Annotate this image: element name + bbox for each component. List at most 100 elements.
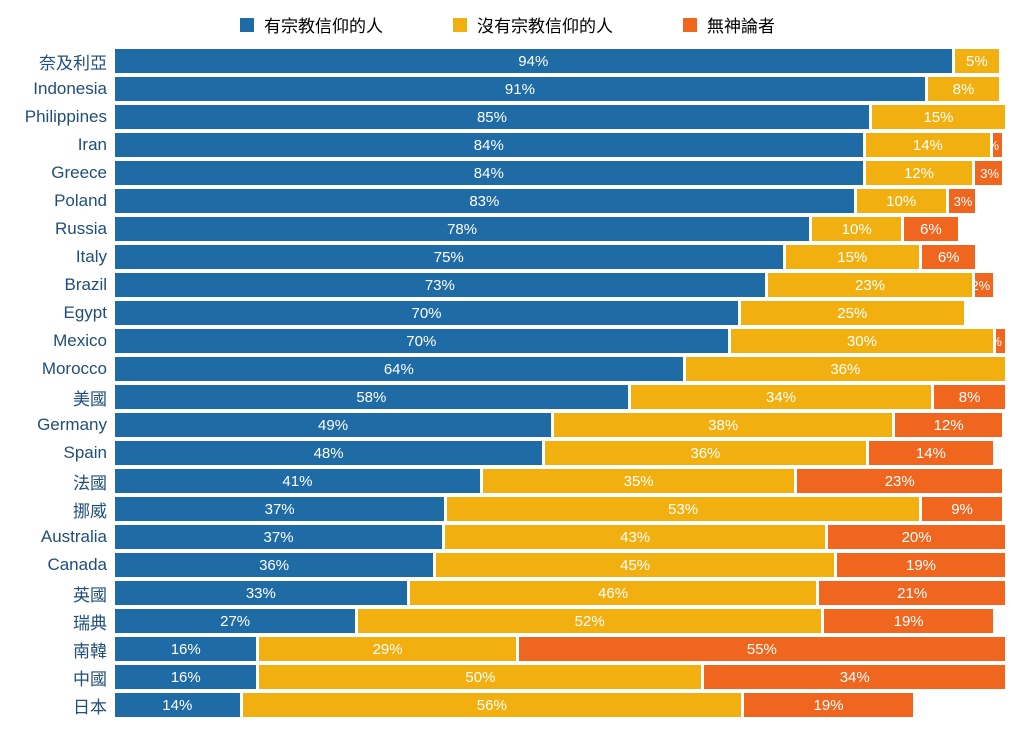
bar-segment-non_religious: 45%: [436, 553, 834, 577]
bar-value-label: 36%: [690, 445, 720, 462]
bar-segment-religious: 58%: [115, 385, 628, 409]
chart-row: Canada36%45%19%: [10, 551, 1005, 579]
bar-value-label: 19%: [894, 613, 924, 630]
row-label: Mexico: [10, 331, 115, 351]
bar-segment-religious: 41%: [115, 469, 480, 493]
bar-value-label: 70%: [406, 333, 436, 350]
bar-area: 27% 52% 19%: [115, 609, 1005, 633]
bar-segment-religious: 83%: [115, 189, 854, 213]
bar-value-label: 23%: [855, 277, 885, 294]
bar-segment-non_religious: 29%: [259, 637, 515, 661]
bar-value-label: 36%: [830, 361, 860, 378]
chart-row: 中國16%50%34%: [10, 663, 1005, 691]
bar-area: 33% 46% 21%: [115, 581, 1005, 605]
legend-swatch: [683, 18, 697, 32]
bar-value-label: 37%: [265, 501, 295, 518]
bar-value-label: 15%: [923, 109, 953, 126]
bar-segment-non_religious: 36%: [686, 357, 1005, 381]
bar-segment-religious: 70%: [115, 329, 728, 353]
row-label: 日本: [10, 693, 115, 718]
bar-value-label: 43%: [620, 529, 650, 546]
chart-row: 英國33%46%21%: [10, 579, 1005, 607]
bar-value-label: 6%: [938, 249, 960, 266]
bar-segment-non_religious: 50%: [259, 665, 701, 689]
bar-value-label: 37%: [264, 529, 294, 546]
bar-value-label: 33%: [246, 585, 276, 602]
bar-segment-non_religious: 43%: [445, 525, 825, 549]
bar-segment-non_religious: 14%: [866, 133, 991, 157]
bar-area: 64%36%: [115, 357, 1005, 381]
bar-segment-religious: 78%: [115, 217, 809, 241]
bar-area: 73%23%2%: [115, 273, 1005, 297]
bar-segment-religious: 49%: [115, 413, 551, 437]
bar-segment-non_religious: 10%: [857, 189, 946, 213]
bar-area: 70%30%1%: [115, 329, 1005, 353]
chart-row: Poland83%10%3%: [10, 187, 1005, 215]
legend-swatch: [240, 18, 254, 32]
bar-segment-atheist: 23%: [797, 469, 1002, 493]
bar-value-label: 34%: [840, 669, 870, 686]
bar-value-label: 34%: [766, 389, 796, 406]
bar-value-label: 38%: [708, 417, 738, 434]
bar-value-label: 46%: [598, 585, 628, 602]
legend-label: 無神論者: [707, 12, 775, 37]
bar-segment-religious: 37%: [115, 497, 444, 521]
bar-value-label: 36%: [259, 557, 289, 574]
bar-value-label: 70%: [411, 305, 441, 322]
bar-value-label: 8%: [953, 81, 975, 98]
bar-area: 83%10% 3%: [115, 189, 1005, 213]
bar-value-label: 52%: [575, 613, 605, 630]
bar-value-label: 3%: [954, 194, 973, 209]
chart-row: 日本14%56%19%: [10, 691, 1005, 719]
bar-segment-atheist: 14%: [869, 441, 994, 465]
chart-row: Russia78%10%6%: [10, 215, 1005, 243]
legend: 有宗教信仰的人 沒有宗教信仰的人 無神論者: [10, 12, 1005, 37]
row-label: Philippines: [10, 107, 115, 127]
row-label: Australia: [10, 527, 115, 547]
bar-value-label: 84%: [474, 137, 504, 154]
bar-value-label: 35%: [624, 473, 654, 490]
bar-segment-non_religious: 38%: [554, 413, 892, 437]
row-label: Iran: [10, 135, 115, 155]
bar-value-label: 12%: [904, 165, 934, 182]
bar-value-label: 14%: [916, 445, 946, 462]
bar-value-label: 19%: [814, 697, 844, 714]
bar-area: 37%43%20%: [115, 525, 1005, 549]
bar-value-label: 78%: [447, 221, 477, 238]
bar-area: 36%45%19%: [115, 553, 1005, 577]
bar-segment-atheist: 1%: [996, 329, 1005, 353]
bar-value-label: 84%: [474, 165, 504, 182]
legend-swatch: [453, 18, 467, 32]
chart-row: Australia37%43%20%: [10, 523, 1005, 551]
bar-area: 70% 25%: [115, 301, 1005, 325]
bar-value-label: 5%: [966, 53, 988, 70]
bar-segment-atheist: 55%: [519, 637, 1005, 661]
bar-value-label: 15%: [837, 249, 867, 266]
bar-value-label: 3%: [980, 166, 999, 181]
row-label: Canada: [10, 555, 115, 575]
bar-value-label: 25%: [837, 305, 867, 322]
bar-segment-atheist: 34%: [704, 665, 1005, 689]
bar-value-label: 29%: [373, 641, 403, 658]
bar-segment-religious: 36%: [115, 553, 433, 577]
chart-row: Egypt70%25%: [10, 299, 1005, 327]
row-label: 瑞典: [10, 609, 115, 634]
bar-segment-religious: 16%: [115, 637, 256, 661]
chart-row: Brazil73%23%2%: [10, 271, 1005, 299]
bar-segment-atheist: 12%: [895, 413, 1002, 437]
bar-segment-atheist: 3%: [949, 189, 976, 213]
bar-value-label: 23%: [885, 473, 915, 490]
chart-row: Germany49%38%12%: [10, 411, 1005, 439]
bar-segment-atheist: 3%: [975, 161, 1002, 185]
legend-label: 沒有宗教信仰的人: [477, 12, 613, 37]
chart-row: 瑞典27% 52% 19%: [10, 607, 1005, 635]
bar-segment-atheist: 1%: [993, 133, 1002, 157]
chart-row: Greece84%12%3%: [10, 159, 1005, 187]
bar-area: 49% 38% 12%: [115, 413, 1005, 437]
bar-value-label: 94%: [518, 53, 548, 70]
bar-value-label: 21%: [897, 585, 927, 602]
bar-segment-religious: 27%: [115, 609, 355, 633]
chart-row: 挪威37%53%9%: [10, 495, 1005, 523]
bar-area: 94% 5%: [115, 49, 1005, 73]
row-label: Russia: [10, 219, 115, 239]
